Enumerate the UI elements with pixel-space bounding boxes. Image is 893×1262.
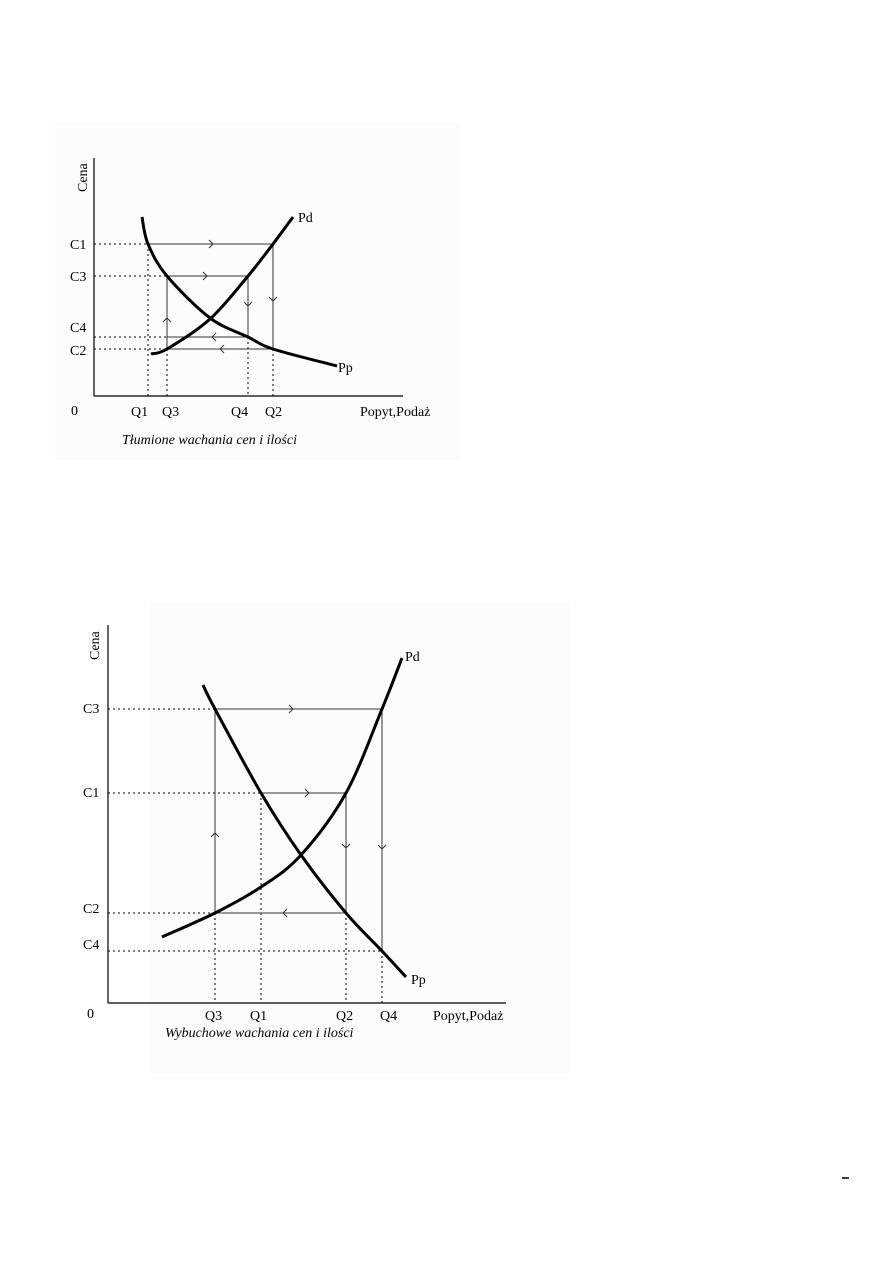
quantity-label: Q2 (336, 1009, 353, 1024)
x-axis-label: Popyt,Podaż (433, 1009, 503, 1024)
diagram-explosive (107, 625, 506, 1004)
price-label: C2 (83, 902, 99, 917)
quantity-label: Q3 (162, 405, 179, 420)
demand-curve-label: Pp (411, 973, 426, 988)
quantity-label: Q4 (231, 405, 248, 420)
price-label: C2 (70, 344, 86, 359)
arrow-right-icon (208, 239, 214, 249)
arrow-up-icon (210, 832, 220, 838)
quantity-label: Q2 (265, 405, 282, 420)
price-label: C4 (83, 938, 99, 953)
arrow-right-icon (202, 271, 208, 281)
y-axis-label: Cena (76, 162, 91, 192)
price-label: C3 (83, 702, 99, 717)
quantity-label: Q1 (250, 1009, 267, 1024)
quantity-label: Q3 (205, 1009, 222, 1024)
arrow-right-icon (304, 788, 310, 798)
demand-curve-label: Pp (338, 361, 353, 376)
quantity-label: Q4 (380, 1009, 397, 1024)
cobweb-path (148, 243, 274, 350)
price-label: C4 (70, 321, 86, 336)
supply-curve-pd (150, 216, 295, 356)
diagram-damped-labels: Cena 0 Popyt,Podaż C1 C3 C4 C2 Q1 Q3 Q4 … (70, 162, 430, 448)
arrow-right-icon (288, 704, 294, 714)
price-label: C3 (70, 270, 86, 285)
arrow-down-icon (341, 843, 351, 849)
caption: Wybuchowe wachania cen i ilości (165, 1026, 354, 1041)
price-label: C1 (70, 238, 86, 253)
diagram-damped (93, 158, 403, 397)
origin-label: 0 (71, 404, 78, 419)
caption: Tłumione wachania cen i ilości (122, 433, 297, 448)
arrow-left-icon (211, 332, 217, 342)
x-axis-label: Popyt,Podaż (360, 405, 430, 420)
diagram-explosive-labels: Cena 0 Popyt,Podaż C3 C1 C2 C4 Q3 Q1 Q2 … (83, 630, 503, 1041)
supply-curve-pd (161, 657, 404, 939)
cobweb-path (214, 708, 383, 951)
supply-curve-label: Pd (405, 650, 420, 665)
diagram-panel-explosive (150, 603, 570, 1073)
quantity-label: Q1 (131, 405, 148, 420)
diagram-panel-damped (55, 122, 460, 460)
arrow-down-icon (243, 301, 253, 307)
arrow-down-icon (268, 296, 278, 302)
price-label: C1 (83, 786, 99, 801)
arrow-up-icon (162, 317, 172, 323)
origin-label: 0 (87, 1007, 94, 1022)
arrow-left-icon (282, 908, 288, 918)
arrow-left-icon (219, 344, 225, 354)
arrow-down-icon (377, 844, 387, 850)
demand-curve-pp (140, 216, 338, 368)
supply-curve-label: Pd (298, 211, 313, 226)
y-axis-label: Cena (88, 630, 103, 660)
